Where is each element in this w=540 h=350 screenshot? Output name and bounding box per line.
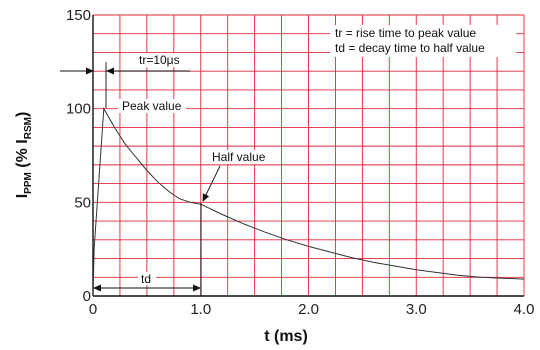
half-value-label: Half value — [212, 150, 266, 164]
y-tick-label: 150 — [66, 7, 91, 24]
x-tick-label: 0 — [89, 301, 97, 318]
y-tick-label: 0 — [83, 288, 91, 305]
legend-bg — [330, 25, 516, 57]
half-value-pointer — [202, 165, 221, 202]
y-axis-title: IPPM (% IRSM) — [14, 112, 34, 199]
x-tick-label: 1.0 — [190, 301, 211, 318]
td-label-bg — [138, 272, 156, 285]
td-label: td — [141, 272, 151, 286]
tr-label-bg — [136, 53, 190, 67]
y-axis-title-mid: (% I — [14, 139, 31, 172]
x-axis-title: t (ms) — [264, 328, 308, 345]
grid-lines — [93, 14, 525, 296]
legend-line-1: tr = rise time to peak value — [335, 26, 476, 40]
series-line-current — [92, 107, 525, 297]
tr-label: tr=10μs — [139, 53, 180, 67]
y-axis-title-sub2: RSM — [23, 117, 34, 139]
y-axis-title-sub1: PPM — [23, 172, 34, 194]
y-tick-label: 50 — [74, 194, 91, 211]
x-tick-label: 2.0 — [298, 301, 319, 318]
peak-value-label: Peak value — [122, 99, 182, 113]
y-axis-title-end: ) — [14, 112, 31, 117]
y-tick-label: 100 — [66, 101, 91, 118]
half-label-bg — [209, 150, 275, 164]
tick-labels: 0 1.0 2.0 3.0 4.0 0 50 100 150 — [66, 7, 534, 318]
x-tick-label: 3.0 — [406, 301, 427, 318]
x-tick-label: 4.0 — [514, 301, 535, 318]
peak-label-bg — [118, 99, 186, 113]
y-axis-title-base: I — [14, 194, 31, 198]
legend-line-2: td = decay time to half value — [335, 41, 485, 55]
